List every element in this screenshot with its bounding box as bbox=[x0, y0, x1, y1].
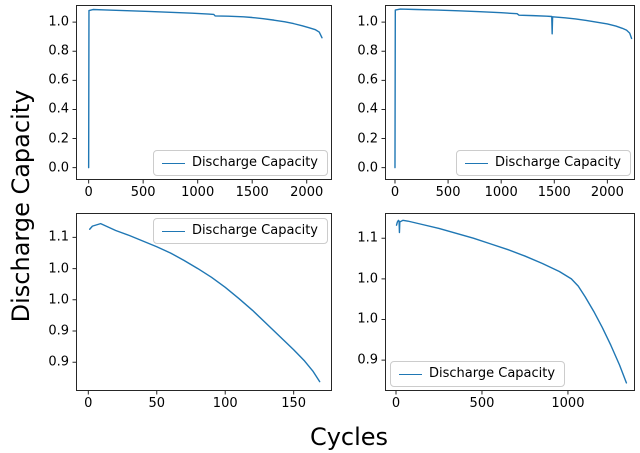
legend-line-sample-icon bbox=[161, 162, 185, 164]
x-tick-label: 1500 bbox=[537, 185, 571, 200]
x-tick-label: 1000 bbox=[551, 396, 585, 411]
legend-label: Discharge Capacity bbox=[494, 155, 621, 170]
x-tick-label: 2000 bbox=[590, 185, 624, 200]
y-tick-label: 0.0 bbox=[48, 160, 69, 176]
y-tick-label: 0.4 bbox=[48, 101, 69, 117]
x-tick-label: 0 bbox=[84, 185, 93, 200]
plot-area-bottom-left bbox=[72, 213, 332, 395]
y-tick-label: 1.1 bbox=[48, 229, 69, 245]
subplot-bottom-right: Discharge Capacity 0 500 1000 1.1 1.0 1.0 0.9 bbox=[357, 213, 635, 411]
shared-x-axis-label: Cycles bbox=[309, 423, 389, 451]
y-tick-label: 0.6 bbox=[48, 72, 69, 88]
plot-area-top-left bbox=[72, 5, 332, 184]
x-tick-label: 150 bbox=[281, 396, 307, 411]
data-line-discharge-capacity bbox=[395, 219, 628, 384]
legend-top-right: Discharge Capacity bbox=[455, 150, 631, 176]
y-tick-label: 1.0 bbox=[357, 311, 378, 327]
x-tick-label: 0 bbox=[390, 185, 400, 200]
y-tick-label: 0.2 bbox=[357, 131, 378, 147]
plot-area-bottom-right bbox=[381, 213, 635, 395]
y-tick-label: 0.6 bbox=[357, 72, 378, 88]
legend-line-sample-icon bbox=[161, 230, 185, 232]
y-tick-label: 1.0 bbox=[357, 14, 378, 30]
x-tick-label: 50 bbox=[148, 396, 166, 411]
subplot-top-left: Discharge Capacity 0 500 1000 1500 2000 0.0 0.… bbox=[48, 5, 332, 200]
y-tick-label: 0.2 bbox=[48, 131, 69, 147]
y-tick-label: 1.0 bbox=[48, 292, 69, 308]
legend-label: Discharge Capacity bbox=[191, 223, 318, 238]
y-tick-label: 1.0 bbox=[357, 271, 378, 287]
legend-line-sample-icon bbox=[464, 162, 488, 164]
y-tick-label: 0.8 bbox=[357, 43, 378, 59]
legend-top-left: Discharge Capacity bbox=[152, 150, 328, 176]
y-tick-label: 0.4 bbox=[357, 101, 378, 117]
y-tick-label: 0.9 bbox=[48, 354, 69, 370]
y-tick-label: 1.0 bbox=[48, 261, 69, 277]
x-tick-label: 1000 bbox=[484, 185, 518, 200]
y-tick-label: 0.9 bbox=[357, 352, 378, 368]
y-tick-label: 0.0 bbox=[357, 160, 378, 176]
y-tick-label: 0.9 bbox=[48, 323, 69, 339]
legend-label: Discharge Capacity bbox=[191, 155, 318, 170]
x-tick-label: 500 bbox=[469, 396, 495, 411]
legend-bottom-right: Discharge Capacity bbox=[390, 361, 566, 387]
data-line-discharge-capacity bbox=[87, 8, 323, 169]
x-tick-label: 0 bbox=[84, 396, 93, 411]
x-tick-label: 500 bbox=[435, 185, 461, 200]
legend-label: Discharge Capacity bbox=[429, 366, 556, 381]
data-line-discharge-capacity bbox=[394, 8, 633, 169]
x-tick-label: 100 bbox=[212, 396, 238, 411]
x-tick-label: 2000 bbox=[290, 185, 324, 200]
legend-line-sample-icon bbox=[399, 373, 422, 375]
y-tick-label: 0.8 bbox=[48, 43, 69, 59]
data-line-discharge-capacity bbox=[88, 222, 321, 383]
x-tick-label: 1000 bbox=[181, 185, 215, 200]
subplot-top-right: Discharge Capacity 0 500 1000 1500 2000 0.0 0.… bbox=[357, 5, 635, 200]
x-tick-label: 500 bbox=[130, 185, 156, 200]
shared-y-axis-label: Discharge Capacity bbox=[7, 89, 35, 323]
y-tick-label: 1.1 bbox=[357, 230, 378, 246]
y-tick-label: 1.0 bbox=[48, 14, 69, 30]
x-tick-label: 0 bbox=[391, 396, 401, 411]
plot-area-top-right bbox=[381, 5, 635, 184]
subplot-bottom-left: Discharge Capacity 0 50 100 150 1.1 1.0 1.0 0.9… bbox=[48, 213, 332, 411]
x-tick-label: 1500 bbox=[235, 185, 269, 200]
legend-bottom-left: Discharge Capacity bbox=[152, 218, 328, 244]
